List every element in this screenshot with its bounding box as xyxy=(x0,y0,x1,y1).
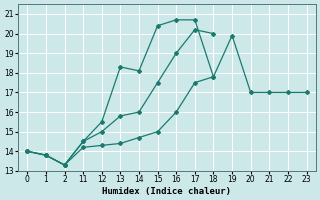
X-axis label: Humidex (Indice chaleur): Humidex (Indice chaleur) xyxy=(102,187,231,196)
